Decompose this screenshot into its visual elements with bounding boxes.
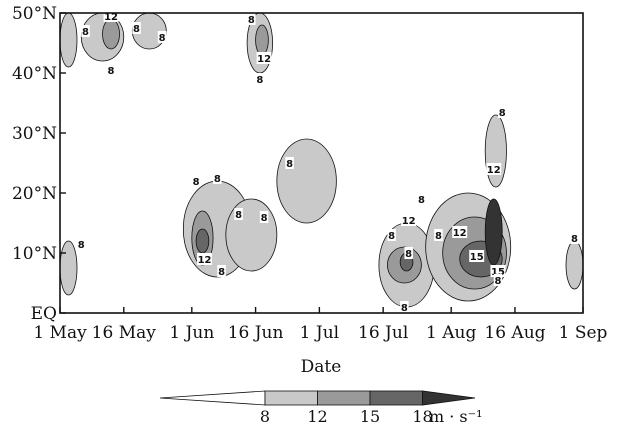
- contour-label-28: 8: [571, 234, 578, 245]
- y-tick-label-2: 20°N: [12, 184, 57, 204]
- contour-label-bg-22: [452, 226, 468, 238]
- contour-label-bg-27: [497, 106, 507, 118]
- colorbar-segment-0: [159, 390, 266, 406]
- contour-label-bg-0: [77, 238, 86, 250]
- x-tick-label-7: 16 Aug: [484, 323, 545, 343]
- contour-label-bg-12: [255, 73, 265, 85]
- contour-label-bg-25: [493, 274, 503, 286]
- contour-label-bg-20: [400, 301, 409, 313]
- contour-label-bg-28: [570, 232, 579, 244]
- x-tick-label-2: 1 Jun: [169, 323, 214, 343]
- contour-label-bg-14: [217, 265, 226, 277]
- contour-label-27: 8: [499, 108, 506, 119]
- y-tick-label-0: EQ: [31, 304, 57, 324]
- contour-label-25: 8: [494, 276, 501, 287]
- y-tick-label-3: 30°N: [12, 124, 57, 144]
- contour-label-1: 8: [82, 27, 89, 38]
- contour-label-bg-3: [106, 64, 116, 76]
- x-tick-label-8: 1 Sep: [559, 323, 608, 343]
- x-tick-label-0: 1 May: [33, 323, 87, 343]
- x-axis: 1 May 16 May 1 Jun 16 Jun 1 Jul 16 Jul 1 Aug 16…: [33, 307, 608, 343]
- contour-label-18: 8: [388, 231, 395, 242]
- contour-label-8: 8: [214, 174, 221, 185]
- colorbar-segment-1: [264, 390, 318, 406]
- contour-label-16: 8: [418, 195, 425, 206]
- colorbar-tick-label-2: 15: [360, 407, 380, 426]
- contour-region-8-3: [131, 13, 167, 50]
- colorbar-segment-3: [369, 390, 423, 406]
- contour-label-bg-8: [213, 172, 222, 184]
- x-tick-label-5: 16 Jul: [358, 323, 408, 343]
- colorbar-unit: m · s⁻¹: [429, 407, 483, 426]
- contour-label-bg-10: [247, 13, 256, 25]
- contour-label-bg-17: [401, 214, 417, 226]
- contour-label-bg-18: [387, 229, 396, 241]
- contour-label-17: 12: [402, 216, 416, 227]
- contour-region-12-12: [102, 18, 120, 50]
- x-tick-label-6: 1 Aug: [426, 323, 476, 343]
- colorbar-segment-2: [317, 390, 371, 406]
- contour-label-22: 12: [453, 228, 467, 239]
- x-tick-label-4: 1 Jul: [300, 323, 339, 343]
- contour-label-bg-4: [132, 22, 141, 34]
- contour-label-bg-16: [417, 193, 426, 205]
- contour-label-bg-9: [234, 208, 243, 220]
- contour-label-15: 8: [286, 159, 293, 170]
- contour-region-8-7: [276, 138, 337, 224]
- contour-label-10: 8: [248, 15, 255, 26]
- contour-label-bg-1: [81, 25, 90, 37]
- contour-label-21: 8: [435, 231, 442, 242]
- contour-label-7: 12: [198, 255, 212, 266]
- contour-region-8-6: [225, 198, 278, 272]
- contour-region-8-0: [60, 240, 78, 296]
- colorbar-segment-4: [422, 390, 476, 406]
- contour-label-bg-11: [256, 52, 272, 64]
- contour-label-6: 8: [193, 177, 200, 188]
- contour-region-8-10: [484, 114, 507, 188]
- contour-label-0: 8: [78, 240, 85, 251]
- contour-label-13: 8: [261, 213, 268, 224]
- contour-label-bg-21: [434, 229, 443, 241]
- contour-region-18-20: [484, 198, 503, 266]
- contour-label-bg-7: [197, 253, 213, 265]
- contour-label-bg-23: [469, 250, 485, 262]
- contour-label-bg-15: [285, 157, 294, 169]
- contour-region-15-17: [195, 228, 210, 254]
- contour-label-3: 8: [108, 66, 115, 77]
- contour-label-14: 8: [218, 267, 225, 278]
- contour-label-2: 12: [104, 12, 118, 23]
- colorbar: 8 12 15 18m · s⁻¹: [159, 390, 483, 426]
- contour-label-4: 8: [133, 24, 140, 35]
- contour-label-24: 15: [491, 267, 505, 278]
- contour-region-8-11: [565, 240, 583, 290]
- contour-label-bg-13: [259, 211, 269, 223]
- contour-label-bg-26: [486, 163, 502, 175]
- plot-frame: [59, 12, 584, 314]
- x-axis-title: Date: [301, 357, 342, 377]
- y-tick-label-1: 10°N: [12, 244, 57, 264]
- contour-label-20: 8: [401, 303, 408, 314]
- contour-region-12-14: [255, 24, 269, 56]
- x-tick-label-1: 16 May: [92, 323, 157, 343]
- contour-label-bg-19: [404, 247, 413, 259]
- contour-label-19: 8: [405, 249, 412, 260]
- colorbar-tick-label-3: 18: [412, 407, 432, 426]
- contour-label-11: 12: [257, 54, 271, 65]
- y-tick-label-4: 40°N: [12, 64, 57, 84]
- contour-label-5: 8: [159, 33, 166, 44]
- y-tick-label-5: 50°N: [12, 4, 57, 24]
- contour-label-bg-6: [191, 175, 201, 187]
- y-axis: EQ 10°N 20°N 30°N 40°N 50°N: [12, 4, 66, 324]
- colorbar-tick-label-1: 12: [307, 407, 327, 426]
- contour-label-23: 15: [470, 252, 484, 263]
- contour-label-12: 8: [256, 75, 263, 86]
- contour-label-26: 12: [487, 165, 501, 176]
- x-tick-label-3: 16 Jun: [228, 323, 284, 343]
- contour-label-bg-5: [157, 31, 167, 43]
- contour-region-8-1: [60, 13, 78, 68]
- contour-label-9: 8: [235, 210, 242, 221]
- colorbar-tick-label-0: 8: [260, 407, 270, 426]
